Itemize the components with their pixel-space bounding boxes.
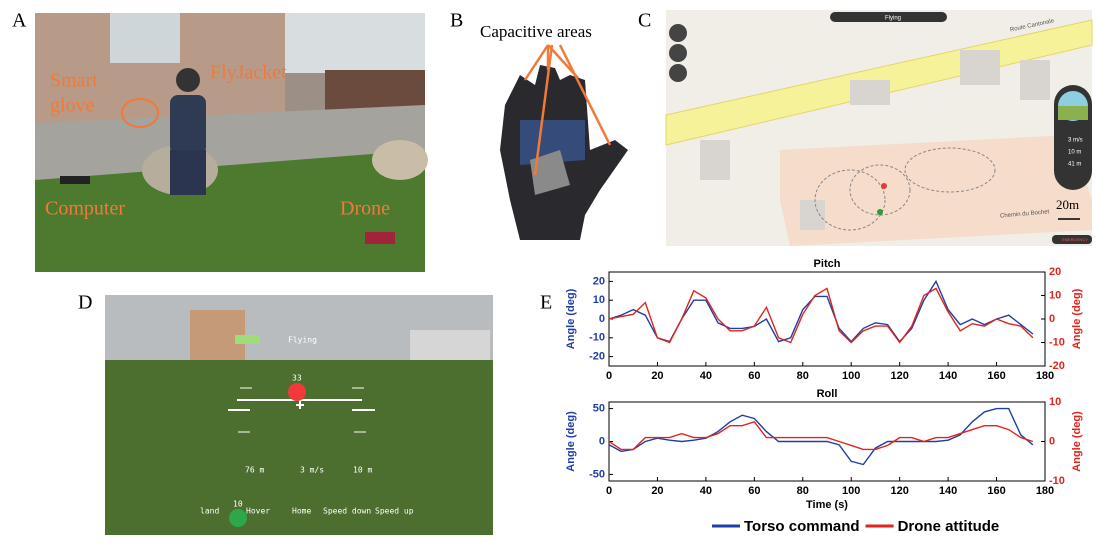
x-tick-label: 160	[987, 370, 1005, 382]
y-tick-label: -50	[589, 468, 605, 480]
glove-image	[500, 45, 628, 240]
x-tick-label: 40	[700, 370, 712, 382]
x-tick-label: 140	[939, 485, 957, 497]
x-tick-label: 120	[890, 485, 908, 497]
x-tick-label: 20	[651, 485, 663, 497]
scale-label: 20m	[1056, 197, 1079, 212]
hud-view	[105, 295, 493, 535]
speed: 3 m/s	[300, 466, 324, 475]
status: Flying	[885, 16, 901, 22]
chart-title: Pitch	[814, 258, 841, 270]
y-tick-label: 50	[593, 402, 605, 414]
x-axis-label: Time (s)	[806, 499, 848, 511]
x-tick-label: 80	[797, 485, 809, 497]
legend-label: Torso command	[744, 518, 860, 535]
chart-title: Roll	[817, 388, 838, 400]
x-tick-label: 120	[890, 370, 908, 382]
button[interactable]: Hover	[246, 507, 270, 516]
heading: 33	[292, 374, 302, 383]
annotation: FlyJacket	[210, 62, 287, 84]
y-axis-label: Angle (deg)	[565, 288, 577, 349]
distance: 76 m	[245, 466, 264, 475]
panel-label: B	[450, 10, 463, 32]
y2-axis-label: Angle (deg)	[1071, 288, 1083, 349]
button[interactable]: Home	[292, 507, 311, 516]
y2-tick-label: 0	[1049, 313, 1055, 325]
x-tick-label: 100	[842, 370, 860, 382]
y-tick-label: -10	[589, 332, 605, 344]
x-tick-label: 0	[606, 370, 612, 382]
panel-label: C	[638, 10, 651, 32]
button[interactable]: Speed down	[323, 507, 371, 516]
emergency-button[interactable]: EMERGENCY	[1062, 237, 1088, 242]
annotation: Capacitive areas	[480, 22, 592, 41]
button[interactable]: Speed up	[375, 507, 414, 516]
y-tick-label: 0	[599, 435, 605, 447]
x-tick-label: 20	[651, 370, 663, 382]
annotation: Smart	[50, 70, 98, 92]
photo-a	[35, 13, 428, 272]
y2-tick-label: -10	[1049, 336, 1065, 348]
counter: 10	[233, 500, 243, 509]
legend-label: Drone attitude	[898, 518, 1000, 535]
plot-frame	[609, 272, 1045, 366]
x-tick-label: 100	[842, 485, 860, 497]
y2-tick-label: 20	[1049, 266, 1061, 278]
y2-tick-label: -20	[1049, 360, 1065, 372]
annotation: Drone	[340, 198, 390, 220]
altitude: 10 m	[353, 466, 372, 475]
y2-axis-label: Angle (deg)	[1071, 411, 1083, 472]
altitude: 10 m	[1068, 150, 1081, 156]
x-tick-label: 60	[748, 485, 760, 497]
x-tick-label: 140	[939, 370, 957, 382]
annotation: Computer	[45, 198, 125, 220]
series-line	[609, 281, 1033, 341]
speed: 3 m/s	[1068, 138, 1083, 144]
distance: 41 m	[1068, 162, 1081, 168]
x-tick-label: 40	[700, 485, 712, 497]
button[interactable]: land	[200, 507, 219, 516]
x-tick-label: 80	[797, 370, 809, 382]
figure: A Smart glove FlyJacket Computer Drone B…	[0, 0, 1097, 541]
annotation: glove	[50, 95, 95, 117]
panel-label: D	[78, 292, 92, 314]
y2-tick-label: 10	[1049, 396, 1061, 408]
y-tick-label: 10	[593, 294, 605, 306]
y-axis-label: Angle (deg)	[565, 411, 577, 472]
y-tick-label: 20	[593, 275, 605, 287]
y-tick-label: 0	[599, 313, 605, 325]
panel-label: A	[12, 10, 27, 32]
panel-label: E	[540, 292, 552, 314]
x-tick-label: 0	[606, 485, 612, 497]
x-tick-label: 160	[987, 485, 1005, 497]
y2-tick-label: -10	[1049, 475, 1065, 487]
status: Flying	[288, 336, 317, 345]
x-tick-label: 60	[748, 370, 760, 382]
y2-tick-label: 0	[1049, 435, 1055, 447]
y2-tick-label: 10	[1049, 289, 1061, 301]
y-tick-label: -20	[589, 351, 605, 363]
